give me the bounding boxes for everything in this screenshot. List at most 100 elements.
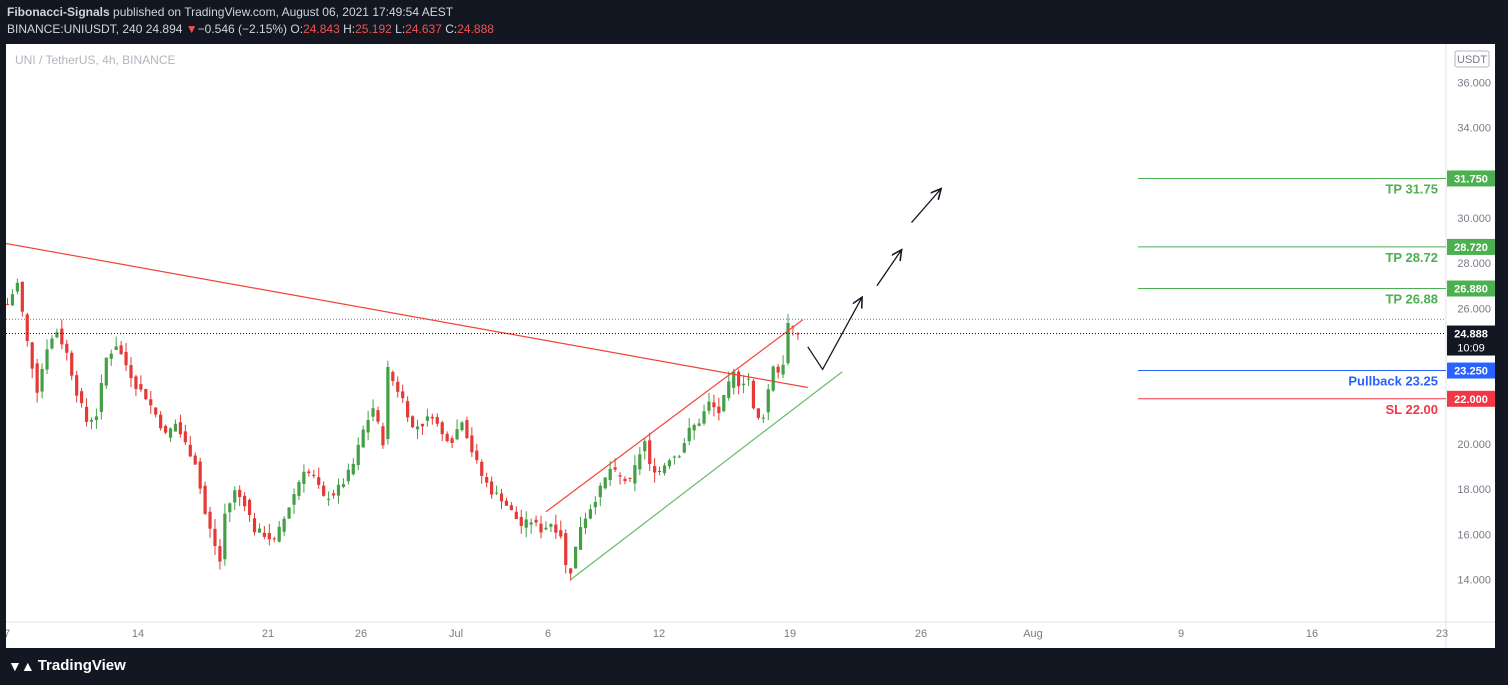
candle-body bbox=[410, 416, 415, 428]
open-label: O: bbox=[290, 22, 304, 36]
candle-body bbox=[401, 391, 405, 399]
x-tick-label: 19 bbox=[784, 628, 796, 640]
candle-body bbox=[129, 365, 133, 379]
level-axis-tag bbox=[1447, 280, 1495, 297]
candle-body bbox=[643, 441, 647, 452]
level-axis-tag bbox=[1447, 170, 1495, 187]
level-axis-label: 31.750 bbox=[1454, 173, 1488, 185]
candle-body bbox=[99, 382, 103, 412]
projection-arrow bbox=[876, 250, 902, 287]
candle-body bbox=[648, 440, 652, 464]
candle-body bbox=[732, 371, 736, 388]
candle-body bbox=[361, 429, 365, 448]
author-name[interactable]: Fibonacci-Signals bbox=[7, 5, 110, 19]
candle-body bbox=[638, 454, 642, 470]
candle-body bbox=[371, 408, 375, 417]
candle-body bbox=[653, 466, 657, 473]
candle-body bbox=[425, 416, 429, 421]
candle-body bbox=[109, 353, 113, 359]
chart-header: Fibonacci-Signals published on TradingVi… bbox=[0, 0, 1508, 44]
candle-body bbox=[40, 368, 44, 392]
candle-body bbox=[396, 381, 400, 392]
candle-body bbox=[198, 461, 202, 489]
y-tick-label: 28.000 bbox=[1457, 258, 1491, 270]
candle-body bbox=[722, 395, 726, 412]
candle-body bbox=[149, 399, 153, 406]
tradingview-logo[interactable]: ▼▲ TradingView bbox=[8, 657, 126, 674]
candle-body bbox=[717, 406, 721, 414]
candle-body bbox=[578, 526, 583, 550]
low-value: 24.637 bbox=[405, 22, 442, 36]
candle-body bbox=[559, 530, 563, 537]
countdown-label: 10:09 bbox=[1457, 343, 1485, 355]
candle-body bbox=[593, 501, 597, 508]
candle-body bbox=[159, 414, 163, 429]
y-tick-label: 34.000 bbox=[1457, 123, 1491, 135]
candle-body bbox=[262, 532, 266, 537]
x-tick-label: Aug bbox=[1023, 628, 1043, 640]
candle-body bbox=[45, 349, 49, 370]
candle-body bbox=[139, 384, 143, 390]
projection-arrow bbox=[911, 189, 942, 223]
candle-body bbox=[178, 422, 182, 435]
price-change: −0.546 (−2.15%) bbox=[197, 22, 288, 36]
candle-body bbox=[10, 294, 15, 306]
candle-body bbox=[692, 424, 696, 431]
candle-body bbox=[712, 402, 716, 408]
price-chart[interactable]: USDT 36.000 34.000 30.000 28.000 26.000 20.000… bbox=[6, 44, 1495, 648]
candle-body bbox=[485, 477, 489, 483]
candle-body bbox=[75, 375, 79, 396]
candle-body bbox=[376, 410, 380, 422]
chart-area[interactable]: USDT 36.000 34.000 30.000 28.000 26.000 20.000… bbox=[6, 44, 1495, 648]
candle-body bbox=[608, 468, 612, 481]
candle-body bbox=[356, 444, 360, 465]
currency-label: USDT bbox=[1457, 54, 1487, 66]
x-tick-label: Jul bbox=[449, 628, 463, 640]
candle-body bbox=[322, 485, 326, 496]
candle-body bbox=[386, 366, 390, 440]
y-tick-label: 36.000 bbox=[1457, 77, 1491, 89]
candle-body bbox=[252, 518, 257, 533]
level-axis-tag bbox=[1447, 362, 1495, 379]
candle-body bbox=[564, 533, 568, 565]
candle-body bbox=[257, 528, 262, 533]
candle-body bbox=[327, 498, 331, 500]
candle-body bbox=[94, 416, 99, 421]
candle-body bbox=[657, 471, 662, 473]
candle-body bbox=[465, 420, 469, 439]
candle-body bbox=[761, 417, 765, 419]
projection-path-arrow bbox=[807, 297, 862, 371]
level-label: Pullback 23.25 bbox=[1348, 374, 1438, 389]
candle-body bbox=[267, 533, 271, 540]
candle-body bbox=[173, 423, 178, 432]
candle-body bbox=[144, 389, 148, 400]
y-tick-label: 16.000 bbox=[1457, 529, 1491, 541]
candle-body bbox=[297, 482, 301, 496]
candle-body bbox=[499, 493, 504, 502]
candle-body bbox=[574, 546, 578, 569]
candle-body bbox=[124, 351, 128, 366]
candle-body bbox=[6, 303, 10, 305]
candle-body bbox=[208, 511, 212, 529]
candle-body bbox=[697, 423, 701, 426]
x-tick-label: 26 bbox=[915, 628, 927, 640]
level-label: SL 22.00 bbox=[1385, 402, 1438, 417]
candle-body bbox=[445, 433, 449, 442]
close-value: 24.888 bbox=[457, 22, 494, 36]
candle-body bbox=[420, 423, 425, 427]
candle-body bbox=[25, 314, 29, 341]
publish-line: Fibonacci-Signals published on TradingVi… bbox=[7, 5, 453, 19]
y-tick-label: 18.000 bbox=[1457, 484, 1491, 496]
footer-bar: ▼▲ TradingView bbox=[0, 648, 1508, 685]
candle-body bbox=[618, 475, 622, 477]
candle-body bbox=[781, 364, 785, 375]
candle-body bbox=[223, 513, 227, 560]
x-tick-label: 21 bbox=[262, 628, 274, 640]
candle-body bbox=[534, 519, 538, 523]
candle-body bbox=[509, 505, 513, 511]
candles bbox=[6, 278, 800, 582]
high-value: 25.192 bbox=[355, 22, 392, 36]
candle-body bbox=[154, 407, 158, 415]
candle-body bbox=[435, 417, 439, 424]
candle-body bbox=[667, 460, 672, 467]
